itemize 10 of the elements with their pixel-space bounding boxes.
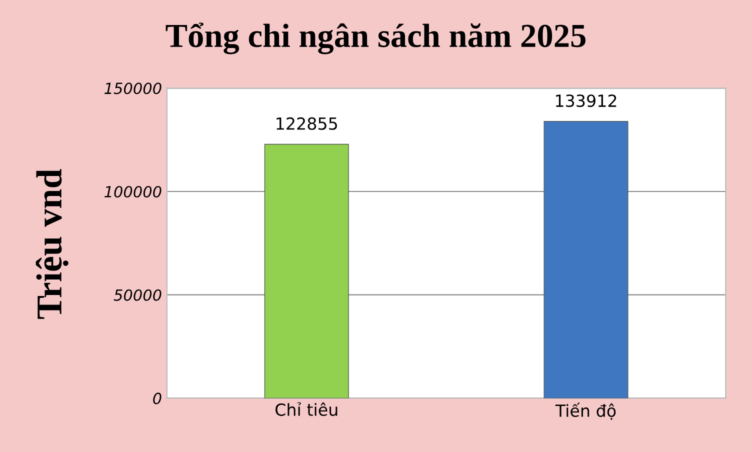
y-tick-label: 100000 [104,186,162,198]
x-tick-label: Chỉ tiêu [276,402,338,416]
data-label: 122855 [276,117,337,130]
y-tick-label: 0 [153,392,162,404]
x-tick-label: Tiến độ [555,402,616,420]
data-label: 133912 [556,94,616,108]
y-tick-label: 150000 [104,82,162,94]
y-tick-label: 50000 [114,289,162,301]
y-axis-title: Triệu vnd [36,169,68,319]
chart-title: Tổng chi ngân sách năm 2025 [166,22,586,54]
